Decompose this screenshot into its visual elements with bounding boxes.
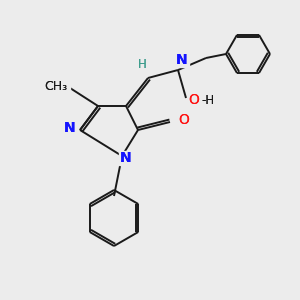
Text: N: N [176, 53, 188, 67]
Text: O: O [189, 93, 200, 107]
Text: O: O [178, 113, 189, 127]
Text: -H: -H [201, 94, 214, 106]
Text: N: N [64, 121, 76, 135]
Text: CH₃: CH₃ [44, 80, 68, 92]
Polygon shape [188, 93, 200, 107]
Text: CH₃: CH₃ [44, 80, 68, 92]
Text: O: O [189, 93, 200, 107]
Text: N: N [120, 151, 132, 165]
Polygon shape [119, 151, 133, 165]
Polygon shape [136, 58, 148, 70]
Polygon shape [175, 53, 189, 67]
Text: N: N [176, 53, 188, 67]
Text: N: N [120, 151, 132, 165]
Text: O: O [178, 113, 189, 127]
Polygon shape [63, 121, 77, 135]
Polygon shape [42, 79, 70, 93]
Polygon shape [178, 113, 190, 127]
Text: -H: -H [201, 94, 214, 106]
Text: H: H [138, 58, 146, 70]
Text: N: N [64, 121, 76, 135]
Text: H: H [138, 58, 146, 70]
